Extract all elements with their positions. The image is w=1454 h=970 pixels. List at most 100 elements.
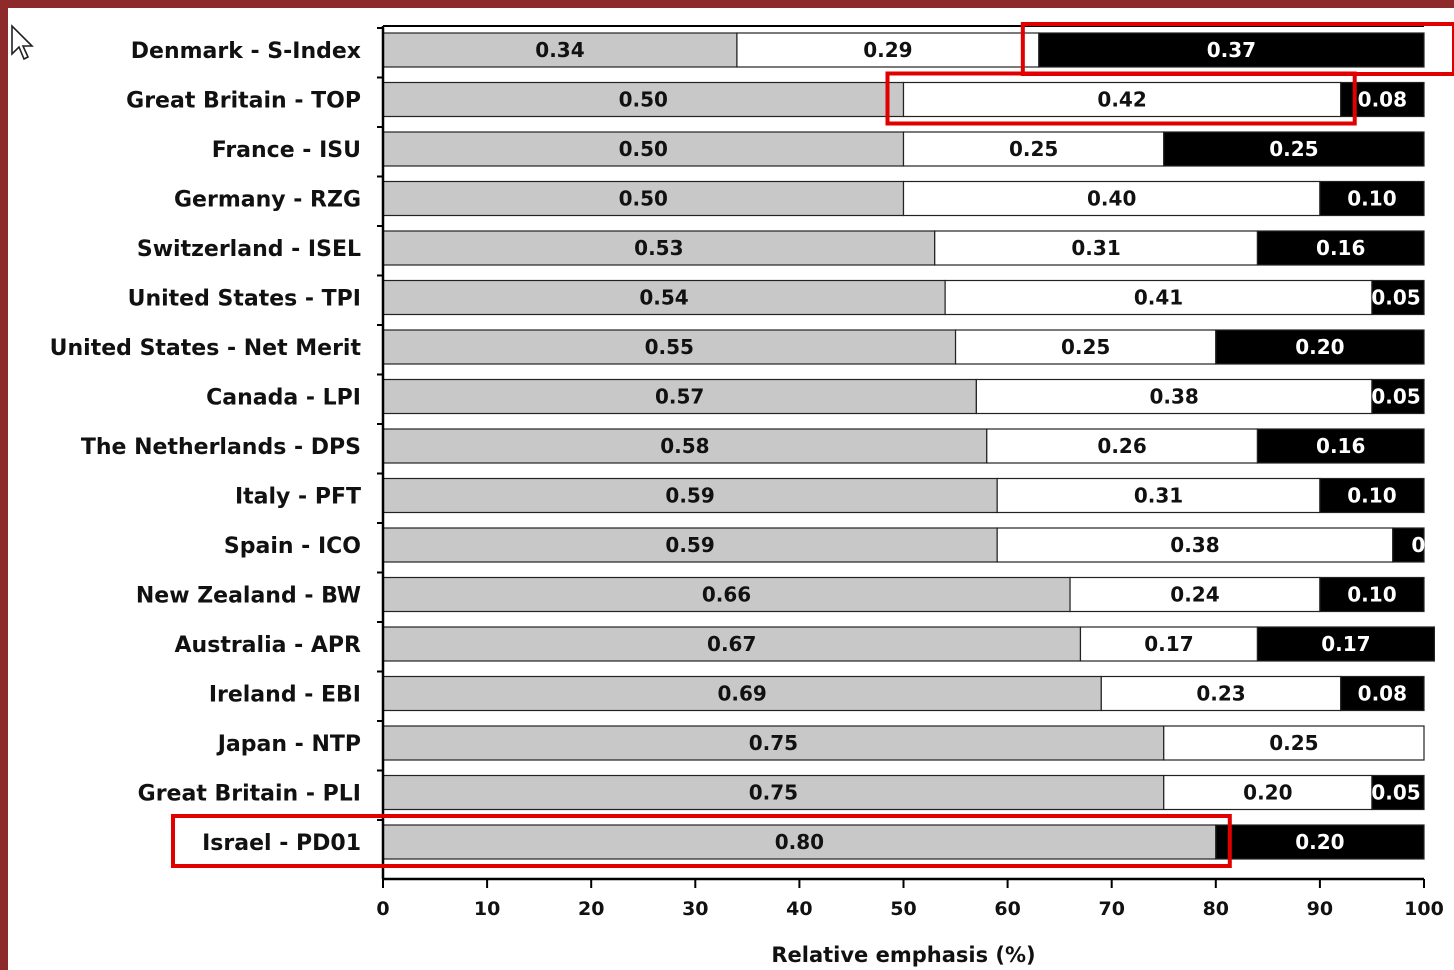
bar-segment-1-italy-pft [382,477,998,514]
data-label-series-3-great-britain-top: 0.08 [1358,88,1407,112]
data-label-series-2-canada-lpi: 0.38 [1149,385,1198,409]
bar-segment-3-canada-lpi [1371,378,1425,415]
bar-segment-1-new-zealand-bw [382,576,1071,613]
data-label-series-3-great-britain-pli: 0.05 [1371,781,1420,805]
data-label-series-1-italy-pft: 0.59 [665,484,714,508]
x-tick-label: 40 [786,898,812,920]
highlight-box-great-britain-top [885,71,1357,126]
data-label-series-2-denmark-s-index: 0.29 [863,38,912,62]
bar-segment-3-great-britain-pli [1371,774,1425,811]
data-label-series-1-the-netherlands-dps: 0.58 [660,434,709,458]
data-label-series-1-germany-rzg: 0.50 [619,187,668,211]
data-label-series-1-denmark-s-index: 0.34 [535,38,584,62]
category-label-great-britain-pli: Great Britain - PLI [138,782,361,807]
data-label-series-3-australia-apr: 0.17 [1321,632,1370,656]
x-tick-label: 60 [994,898,1020,920]
bar-segment-3-france-isu [1163,131,1425,167]
bar-segment-2-canada-lpi [975,378,1373,415]
data-label-series-3-germany-rzg: 0.10 [1347,187,1396,211]
data-label-series-1-japan-ntp: 0.75 [749,731,798,755]
bar-segment-1-switzerland-isel [382,230,936,266]
data-label-series-2-france-isu: 0.25 [1009,137,1058,161]
bar-segment-3-united-states-net-merit [1215,329,1425,365]
bar-segment-1-france-isu [382,131,905,167]
bar-segment-1-canada-lpi [382,378,977,415]
x-tick-label: 30 [682,898,708,920]
data-label-series-1-spain-ico: 0.59 [665,533,714,557]
x-tick-label: 20 [578,898,604,920]
x-tick-label: 90 [1307,898,1333,920]
data-label-series-2-great-britain-top: 0.42 [1097,88,1146,112]
category-label-italy-pft: Italy - PFT [235,485,361,510]
category-label-germany-rzg: Germany - RZG [174,188,361,213]
data-label-series-3-ireland-ebi: 0.08 [1358,682,1407,706]
x-tick-label: 50 [890,898,916,920]
x-tick-label: 70 [1098,898,1124,920]
data-label-series-1-israel-pd01: 0.80 [775,830,824,854]
bar-segment-1-great-britain-pli [382,774,1165,811]
category-label-ireland-ebi: Ireland - EBI [209,683,361,708]
x-tick-label: 10 [474,898,500,920]
data-label-series-1-ireland-ebi: 0.69 [717,682,766,706]
data-label-series-3-spain-ico: 0.03 [1411,533,1454,557]
data-label-series-1-france-isu: 0.50 [619,137,668,161]
bar-segment-1-australia-apr [382,626,1082,662]
data-label-series-2-italy-pft: 0.31 [1134,484,1183,508]
bar-segment-3-new-zealand-bw [1319,576,1425,613]
data-label-series-1-switzerland-isel: 0.53 [634,236,683,260]
bar-segment-1-united-states-tpi [382,279,946,316]
bar-segment-2-denmark-s-index [736,32,1040,68]
bar-segment-3-israel-pd01 [1215,824,1425,860]
category-label-australia-apr: Australia - APR [175,633,362,658]
bar-segment-3-ireland-ebi [1340,675,1425,712]
data-label-series-1-great-britain-pli: 0.75 [749,781,798,805]
figure-area: Denmark - S-Index 0.34 0.29 0.37 Great Brita… [8,8,1454,970]
bar-segment-3-spain-ico [1392,527,1425,563]
bar-segment-1-germany-rzg [382,180,905,217]
bar-segment-2-japan-ntp [1163,725,1425,761]
data-label-series-2-new-zealand-bw: 0.24 [1170,583,1219,607]
highlight-box-israel-pd01 [171,814,1232,868]
stacked-bar-chart: Denmark - S-Index 0.34 0.29 0.37 Great Brita… [50,22,1454,967]
data-label-series-1-great-britain-top: 0.50 [619,88,668,112]
bar-segment-1-israel-pd01 [382,824,1217,860]
x-tick-label: 80 [1203,898,1229,920]
category-label-united-states-tpi: United States - TPI [128,287,361,312]
bar-segment-2-united-states-net-merit [954,329,1217,365]
data-label-series-1-united-states-tpi: 0.54 [639,286,688,310]
bar-segment-2-australia-apr [1079,626,1259,662]
data-label-series-3-united-states-tpi: 0.05 [1371,286,1420,310]
data-label-series-3-france-isu: 0.25 [1269,137,1318,161]
category-label-france-isu: France - ISU [212,138,361,163]
data-label-series-1-united-states-net-merit: 0.55 [645,335,694,359]
bar-segment-3-denmark-s-index [1038,32,1425,68]
bar-segment-2-great-britain-pli [1163,774,1373,811]
bar-segment-2-germany-rzg [902,180,1321,217]
x-axis-title: Relative emphasis (%) [771,943,1035,967]
data-label-series-3-new-zealand-bw: 0.10 [1347,583,1396,607]
bar-segment-3-italy-pft [1319,477,1425,514]
category-label-the-netherlands-dps: The Netherlands - DPS [81,435,361,460]
category-label-japan-ntp: Japan - NTP [216,732,361,757]
category-label-israel-pd01: Israel - PD01 [202,831,361,856]
bar-segment-3-australia-apr [1256,626,1436,662]
category-label-spain-ico: Spain - ICO [224,534,361,559]
category-label-switzerland-isel: Switzerland - ISEL [137,237,361,262]
data-label-series-2-ireland-ebi: 0.23 [1196,682,1245,706]
data-label-series-3-canada-lpi: 0.05 [1371,385,1420,409]
bar-segment-3-united-states-tpi [1371,279,1425,316]
data-label-series-1-canada-lpi: 0.57 [655,385,704,409]
category-label-new-zealand-bw: New Zealand - BW [136,584,361,609]
bar-segment-3-switzerland-isel [1256,230,1425,266]
bar-segment-3-germany-rzg [1319,180,1425,217]
x-tick-label: 0 [376,898,389,920]
bar-segment-1-japan-ntp [382,725,1165,761]
category-label-denmark-s-index: Denmark - S-Index [131,39,361,64]
data-label-series-3-united-states-net-merit: 0.20 [1295,335,1344,359]
data-label-series-3-italy-pft: 0.10 [1347,484,1396,508]
bar-segment-2-italy-pft [996,477,1321,514]
bar-segment-2-switzerland-isel [934,230,1259,266]
data-label-series-2-united-states-tpi: 0.41 [1134,286,1183,310]
data-label-series-2-switzerland-isel: 0.31 [1071,236,1120,260]
data-label-series-2-great-britain-pli: 0.20 [1243,781,1292,805]
